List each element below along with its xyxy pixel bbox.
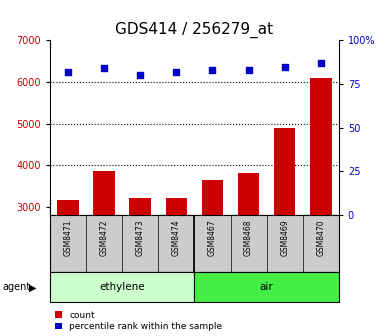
Bar [166,198,187,332]
Legend: count, percentile rank within the sample: count, percentile rank within the sample [55,311,222,332]
Text: agent: agent [2,282,30,292]
Point [137,73,143,78]
Text: GSM8469: GSM8469 [280,220,289,256]
Text: air: air [260,282,273,292]
Point [101,66,107,71]
Point [209,67,216,73]
Point [65,69,71,75]
Bar [57,201,79,332]
Bar [310,78,331,332]
Text: GSM8468: GSM8468 [244,220,253,256]
Text: GSM8471: GSM8471 [64,220,73,256]
Point [246,67,252,73]
Text: GSM8472: GSM8472 [100,220,109,256]
Text: GSM8473: GSM8473 [136,220,145,256]
Point [173,69,179,75]
Text: ethylene: ethylene [99,282,145,292]
Text: ▶: ▶ [29,282,37,292]
Bar [274,128,296,332]
Bar [50,272,194,302]
Bar [194,272,339,302]
Bar [94,171,115,332]
Text: GSM8474: GSM8474 [172,220,181,256]
Text: GSM8470: GSM8470 [316,220,325,256]
Point [281,64,288,69]
Bar [202,180,223,332]
Point [318,60,324,66]
Title: GDS414 / 256279_at: GDS414 / 256279_at [116,22,273,38]
Bar [129,198,151,332]
Bar [238,173,259,332]
Text: GSM8467: GSM8467 [208,220,217,256]
